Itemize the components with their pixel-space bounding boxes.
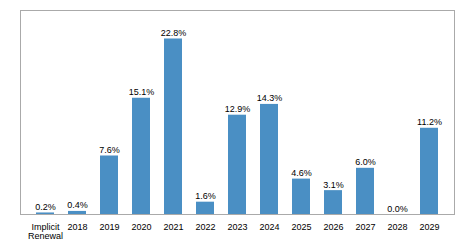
svg-text:6.0%: 6.0% [355,157,376,167]
svg-text:12.9%: 12.9% [225,104,251,114]
svg-text:11.2%: 11.2% [417,117,442,127]
svg-text:2028: 2028 [387,222,407,232]
svg-text:2022: 2022 [195,222,215,232]
svg-text:2026: 2026 [323,222,343,232]
svg-text:3.1%: 3.1% [323,180,344,190]
svg-text:2018: 2018 [67,222,87,232]
svg-text:22.8%: 22.8% [161,28,187,38]
svg-text:0.2%: 0.2% [35,202,56,212]
svg-text:2019: 2019 [99,222,119,232]
svg-text:ImplicitRenewal: ImplicitRenewal [28,222,63,241]
svg-text:2024: 2024 [259,222,279,232]
svg-text:0.0%: 0.0% [387,204,408,214]
svg-text:0.4%: 0.4% [67,200,88,210]
svg-text:1.6%: 1.6% [195,191,216,201]
svg-text:2020: 2020 [131,222,151,232]
svg-text:2021: 2021 [163,222,183,232]
svg-text:7.6%: 7.6% [99,145,120,155]
svg-text:2025: 2025 [291,222,311,232]
svg-text:2023: 2023 [227,222,247,232]
svg-text:2029: 2029 [419,222,439,232]
svg-text:4.6%: 4.6% [291,168,312,178]
svg-text:2027: 2027 [355,222,375,232]
svg-text:15.1%: 15.1% [129,87,155,97]
svg-text:14.3%: 14.3% [257,93,283,103]
